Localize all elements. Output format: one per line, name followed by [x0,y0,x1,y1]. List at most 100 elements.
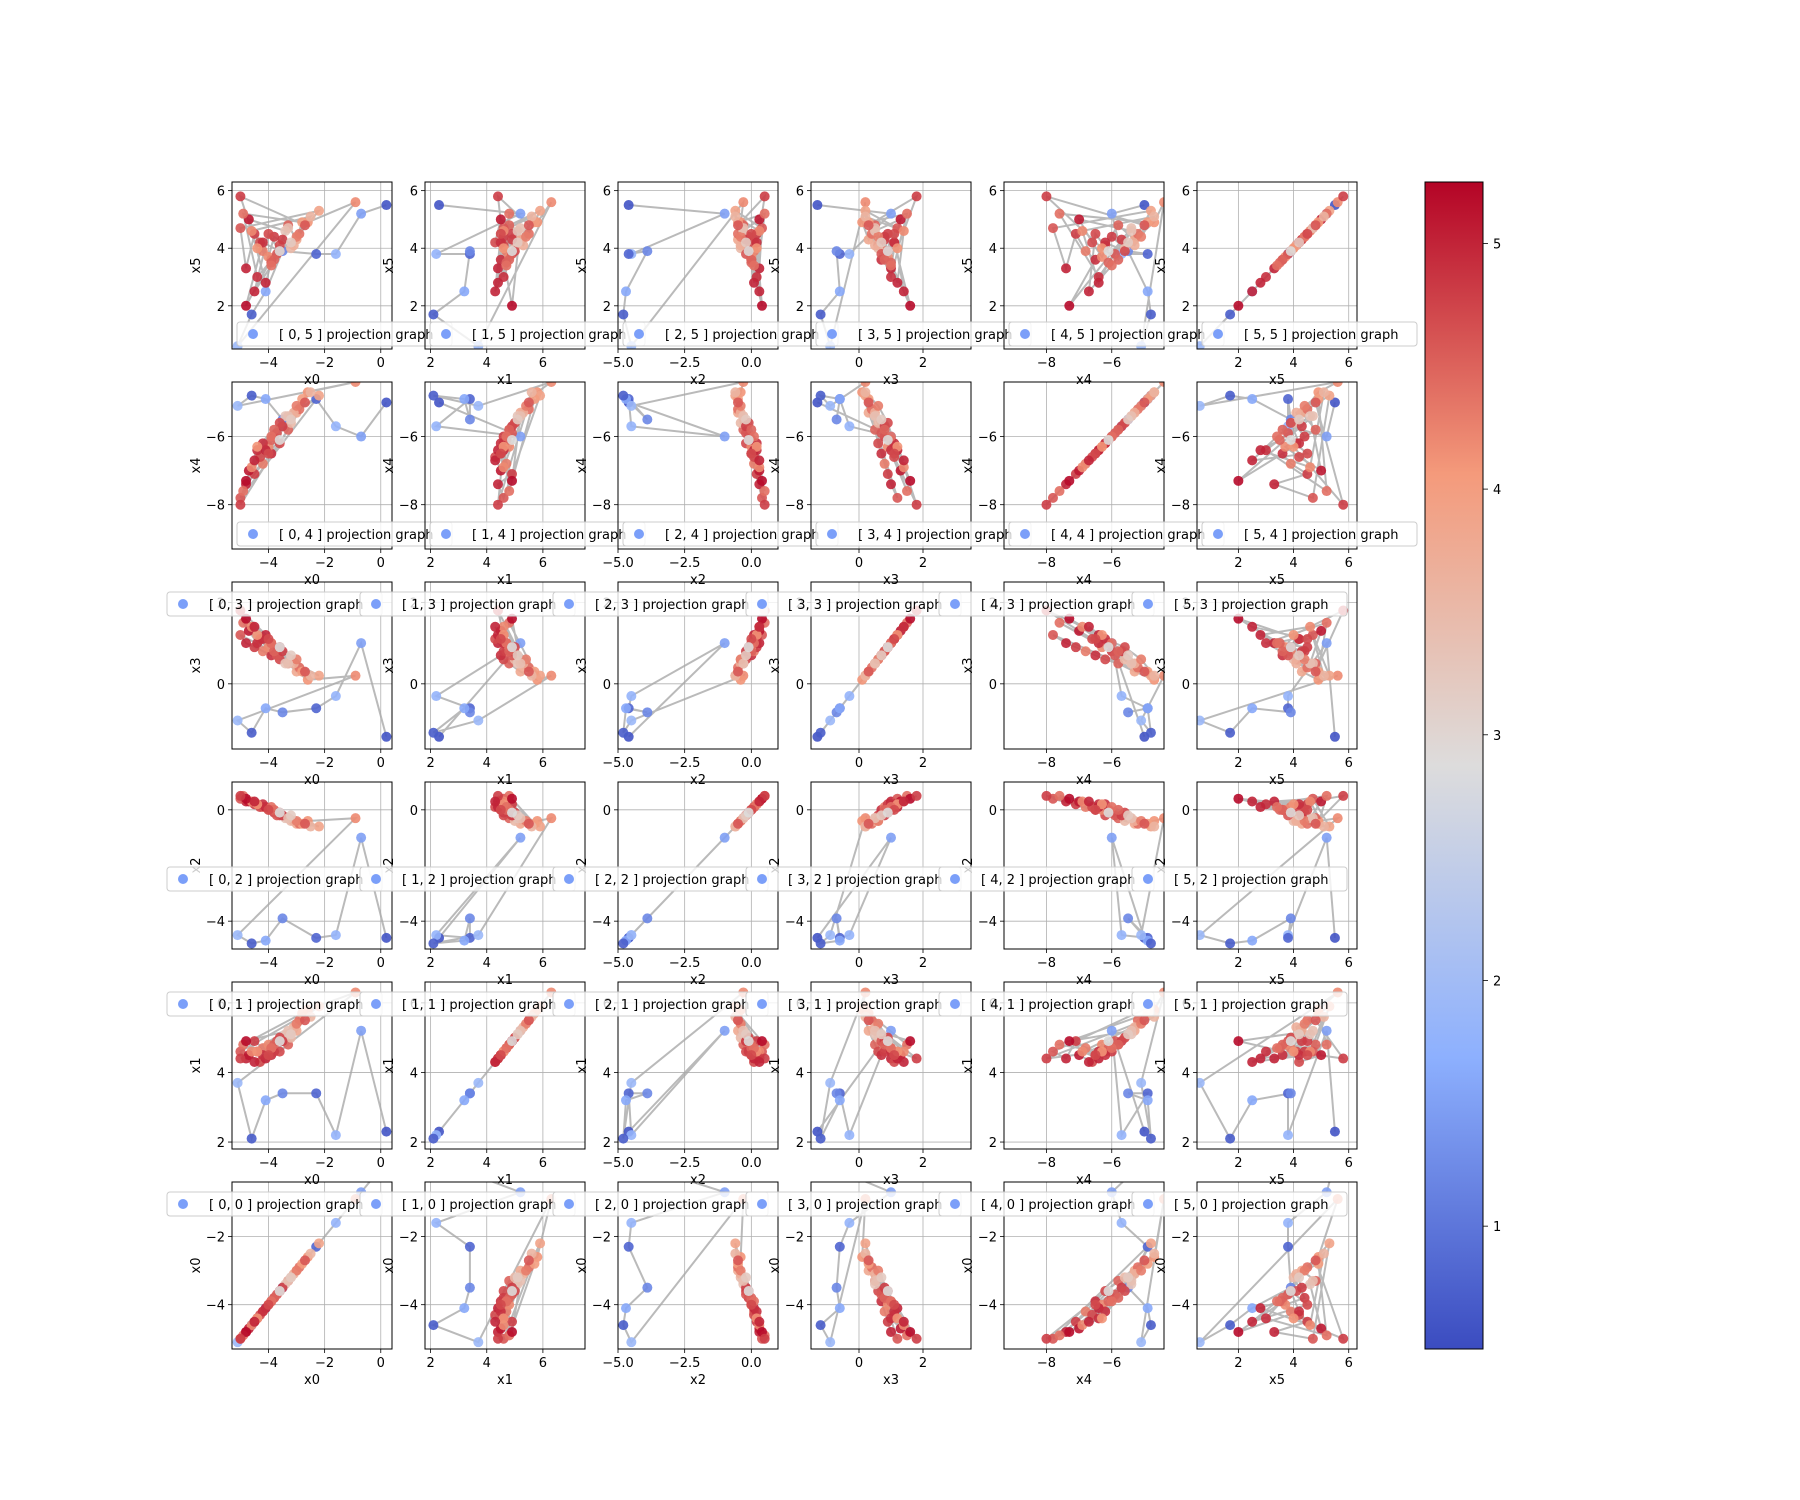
data-point [860,387,871,398]
data-point [1299,400,1310,411]
data-point [507,434,518,445]
legend: [ 5, 1 ] projection graph [1131,991,1348,1017]
panel-marks [428,790,557,949]
data-point [1247,621,1258,632]
legend-label: [ 2, 2 ] projection graph [595,873,749,888]
data-point [879,424,890,435]
legend: [ 3, 2 ] projection graph [745,866,962,892]
data-point [1123,913,1134,924]
y-tick-label: 2 [603,300,611,315]
x-axis-label: x5 [1269,1373,1285,1388]
data-point [834,1241,845,1252]
data-point [757,300,767,311]
panel-marks [812,382,922,510]
data-point [1299,1265,1310,1276]
x-tick-label: −5.0 [602,956,634,971]
y-tick-label: −6 [1171,431,1190,446]
data-point [512,1029,523,1040]
axes-frame [424,581,586,750]
legend-label: [ 0, 3 ] projection graph [209,598,363,613]
data-point [235,790,246,801]
data-point [1064,1036,1075,1047]
x-tick-label: 2 [1234,1156,1242,1171]
data-point [1149,1248,1160,1259]
data-point [1294,810,1305,821]
legend: [ 3, 1 ] projection graph [745,991,962,1017]
data-point [1103,1036,1114,1047]
axes-frame [424,781,586,950]
x-axis-label: x1 [497,973,513,988]
data-point [876,650,887,661]
data-point [299,1015,310,1026]
data-point [1145,1238,1156,1249]
x-tick-label: 2 [426,556,434,571]
legend-label: [ 2, 0 ] projection graph [595,1198,749,1213]
data-point [844,1217,855,1228]
data-point [241,300,252,311]
data-point [1321,790,1332,801]
data-point [1260,1046,1271,1057]
data-point [1285,1088,1296,1099]
axes-frame [231,1181,393,1350]
data-point [492,277,503,288]
colorbar-tick-label: 5 [1493,237,1501,252]
data-point [314,390,325,401]
data-point [719,832,730,843]
data-point [889,634,900,645]
projection-path-line [622,1182,766,1345]
data-point [314,1238,325,1249]
y-tick-label: −4 [206,915,225,930]
data-point [246,309,257,320]
data-point [1329,731,1340,742]
x-tick-label: −4 [259,756,278,771]
data-point [260,286,271,297]
x-tick-label: 0 [855,1356,863,1371]
legend-label: [ 3, 3 ] projection graph [788,598,942,613]
legend-label: [ 5, 0 ] projection graph [1174,1198,1328,1213]
y-tick-label: 0 [603,804,611,819]
data-point [507,793,518,804]
data-point [738,382,749,387]
data-point [291,1265,302,1276]
x-axis-label: x1 [497,573,513,588]
data-point [381,932,392,943]
data-point [263,634,274,645]
y-axis-label: x1 [768,1058,783,1074]
y-tick-label: 0 [1182,678,1190,693]
legend: [ 4, 3 ] projection graph [938,591,1155,617]
x-axis-label: x3 [883,373,899,388]
panel-marks [1197,605,1349,742]
data-point [434,200,445,211]
data-point [1225,390,1236,401]
data-point [473,930,484,941]
panel-3-1: 02246x3x1 [768,981,972,1188]
data-point [1247,703,1258,714]
y-axis-label: x3 [575,658,590,674]
data-point [1247,1303,1258,1314]
data-point [1291,658,1302,669]
y-tick-label: 0 [410,678,418,693]
data-point [241,263,252,274]
legend-label: [ 1, 2 ] projection graph [402,873,556,888]
legend: [ 3, 5 ] projection graph [815,321,1032,347]
legend-box [1131,991,1348,1017]
x-tick-label: −8 [1037,956,1056,971]
panel-marks [618,191,770,349]
legend: [ 1, 5 ] projection graph [429,321,646,347]
x-tick-label: 6 [1345,1156,1353,1171]
y-tick-label: 6 [796,185,804,200]
data-point [523,220,534,231]
data-point [1106,1296,1117,1307]
panel-marks [428,191,557,349]
data-point [1041,790,1052,801]
data-point [235,191,246,202]
data-point [1283,394,1294,405]
x-tick-label: −4 [259,556,278,571]
y-tick-label: 0 [989,678,997,693]
x-tick-label: −2.5 [669,756,701,771]
data-point [735,1265,746,1276]
data-point [738,658,749,669]
legend: [ 0, 2 ] projection graph [166,866,383,892]
data-point [754,286,765,297]
data-point [1142,703,1153,714]
